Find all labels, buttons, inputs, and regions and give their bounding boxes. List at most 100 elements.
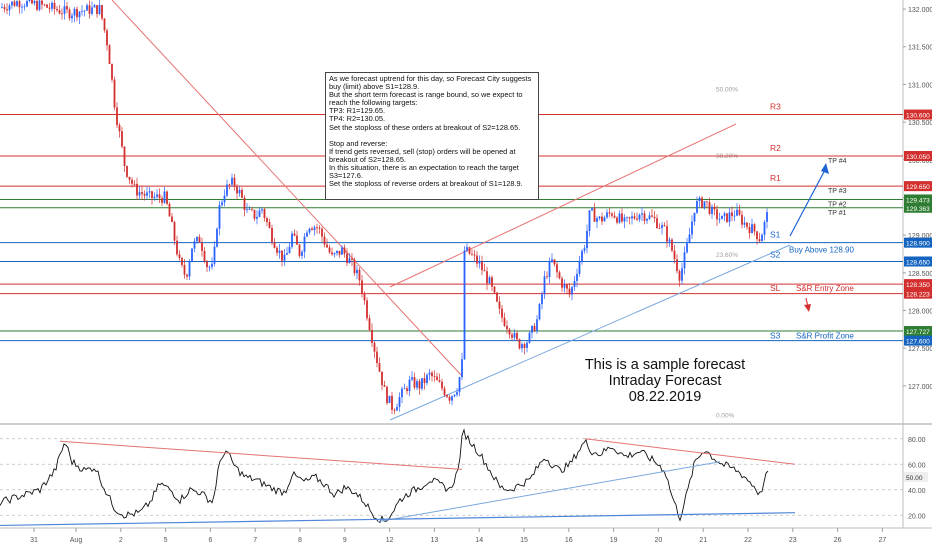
candle-body-145 xyxy=(363,293,366,301)
candle-body-151 xyxy=(378,363,381,372)
candle-body-101 xyxy=(253,209,256,219)
candle-body-245 xyxy=(613,215,616,218)
candle-body-219 xyxy=(548,261,551,278)
candle-body-158 xyxy=(396,406,398,411)
candle-body-9 xyxy=(23,6,26,8)
candle-body-293 xyxy=(733,215,736,217)
downtrend-line xyxy=(111,0,463,377)
osc-resistance-line-2 xyxy=(584,438,796,465)
candle-body-226 xyxy=(566,284,568,289)
candle-body-263 xyxy=(658,227,661,229)
candle-body-223 xyxy=(558,272,561,279)
candle-body-60 xyxy=(151,191,153,199)
price-tick-label-1: 131.500 xyxy=(908,45,932,52)
candle-body-250 xyxy=(626,217,628,219)
candle-body-272 xyxy=(681,268,683,281)
candle-body-1 xyxy=(3,6,6,10)
candle-body-160 xyxy=(401,388,403,398)
price-tick-label-8: 128.000 xyxy=(908,308,932,315)
candle-body-0 xyxy=(1,6,3,8)
candle-body-125 xyxy=(313,227,316,230)
candle-body-102 xyxy=(256,216,258,219)
level-badge-4 xyxy=(904,202,932,213)
candle-body-205 xyxy=(513,332,516,338)
candle-body-84 xyxy=(211,263,213,267)
candle-body-285 xyxy=(713,206,716,210)
candle-body-198 xyxy=(496,292,498,302)
candle-body-294 xyxy=(736,209,738,216)
candle-body-266 xyxy=(666,226,668,242)
candle-body-58 xyxy=(146,192,148,196)
candle-body-283 xyxy=(708,202,711,214)
candle-body-69 xyxy=(173,222,176,241)
fib-label-3: 0.00% xyxy=(716,413,735,420)
label-profit-zone: S&R Profit Zone xyxy=(796,332,854,341)
candle-body-173 xyxy=(433,376,436,377)
candle-body-11 xyxy=(28,0,31,1)
candle-body-189 xyxy=(473,254,476,256)
candle-body-305 xyxy=(763,221,766,235)
label-r3: R3 xyxy=(770,102,781,112)
price-tick-label-4: 130.000 xyxy=(908,158,932,165)
candle-body-40 xyxy=(101,5,103,19)
candle-body-36 xyxy=(91,7,93,14)
candle-body-64 xyxy=(161,198,163,203)
candle-body-59 xyxy=(148,191,151,193)
candle-body-292 xyxy=(731,212,733,217)
label-s2: S2 xyxy=(770,249,781,259)
candle-body-280 xyxy=(701,197,703,208)
candle-body-27 xyxy=(68,9,71,19)
osc-value-badge xyxy=(904,472,928,482)
candle-body-109 xyxy=(273,242,276,248)
candle-body-260 xyxy=(651,215,653,217)
candle-body-288 xyxy=(721,215,723,220)
candle-body-214 xyxy=(536,319,538,332)
time-tick-label-6: 8 xyxy=(298,537,302,544)
candle-body-221 xyxy=(553,259,556,265)
level-badge-text-2: 129.650 xyxy=(906,184,930,191)
candle-body-166 xyxy=(416,381,418,388)
candle-body-290 xyxy=(726,213,728,222)
level-badge-9 xyxy=(904,326,932,337)
candle-body-241 xyxy=(603,217,606,222)
candle-body-297 xyxy=(743,222,746,225)
note-line-4: TP4: R2=130.05. xyxy=(329,114,386,124)
candle-body-273 xyxy=(683,252,686,269)
candle-body-267 xyxy=(668,239,671,242)
candle-body-45 xyxy=(113,79,116,108)
candle-body-279 xyxy=(698,197,701,201)
candle-body-269 xyxy=(673,250,676,260)
candle-body-62 xyxy=(156,194,158,197)
candle-body-13 xyxy=(33,1,36,4)
candle-body-165 xyxy=(413,377,416,388)
candle-body-256 xyxy=(641,213,643,215)
candle-body-171 xyxy=(428,372,431,375)
time-tick-label-18: 26 xyxy=(834,537,842,544)
candle-body-76 xyxy=(191,248,193,262)
candle-body-159 xyxy=(398,397,401,407)
candle-body-152 xyxy=(381,371,383,386)
candle-body-23 xyxy=(58,10,61,14)
candle-body-130 xyxy=(326,244,328,248)
candle-body-123 xyxy=(308,228,311,233)
time-tick-label-4: 6 xyxy=(208,537,212,544)
candle-body-50 xyxy=(126,165,128,177)
level-badge-2 xyxy=(904,181,932,192)
candle-body-183 xyxy=(458,377,461,393)
price-tick-label-2: 131.000 xyxy=(908,82,932,89)
osc-tick-label-2: 40.00 xyxy=(908,488,926,495)
candle-body-12 xyxy=(31,0,33,4)
candle-body-139 xyxy=(348,258,351,264)
stamp-line-2: Intraday Forecast xyxy=(608,373,722,389)
note-line-8: If trend gets reversed, sell (stop) orde… xyxy=(329,146,518,164)
candle-body-49 xyxy=(123,146,126,166)
candle-body-47 xyxy=(118,124,121,132)
candle-body-215 xyxy=(538,304,541,320)
level-badge-text-6: 128.650 xyxy=(906,259,930,266)
candle-body-277 xyxy=(693,212,696,222)
candle-body-70 xyxy=(176,240,178,255)
candle-body-94 xyxy=(236,186,238,194)
level-badge-text-7: 128.350 xyxy=(906,282,930,289)
price-tick-label-10: 127.000 xyxy=(908,384,932,391)
